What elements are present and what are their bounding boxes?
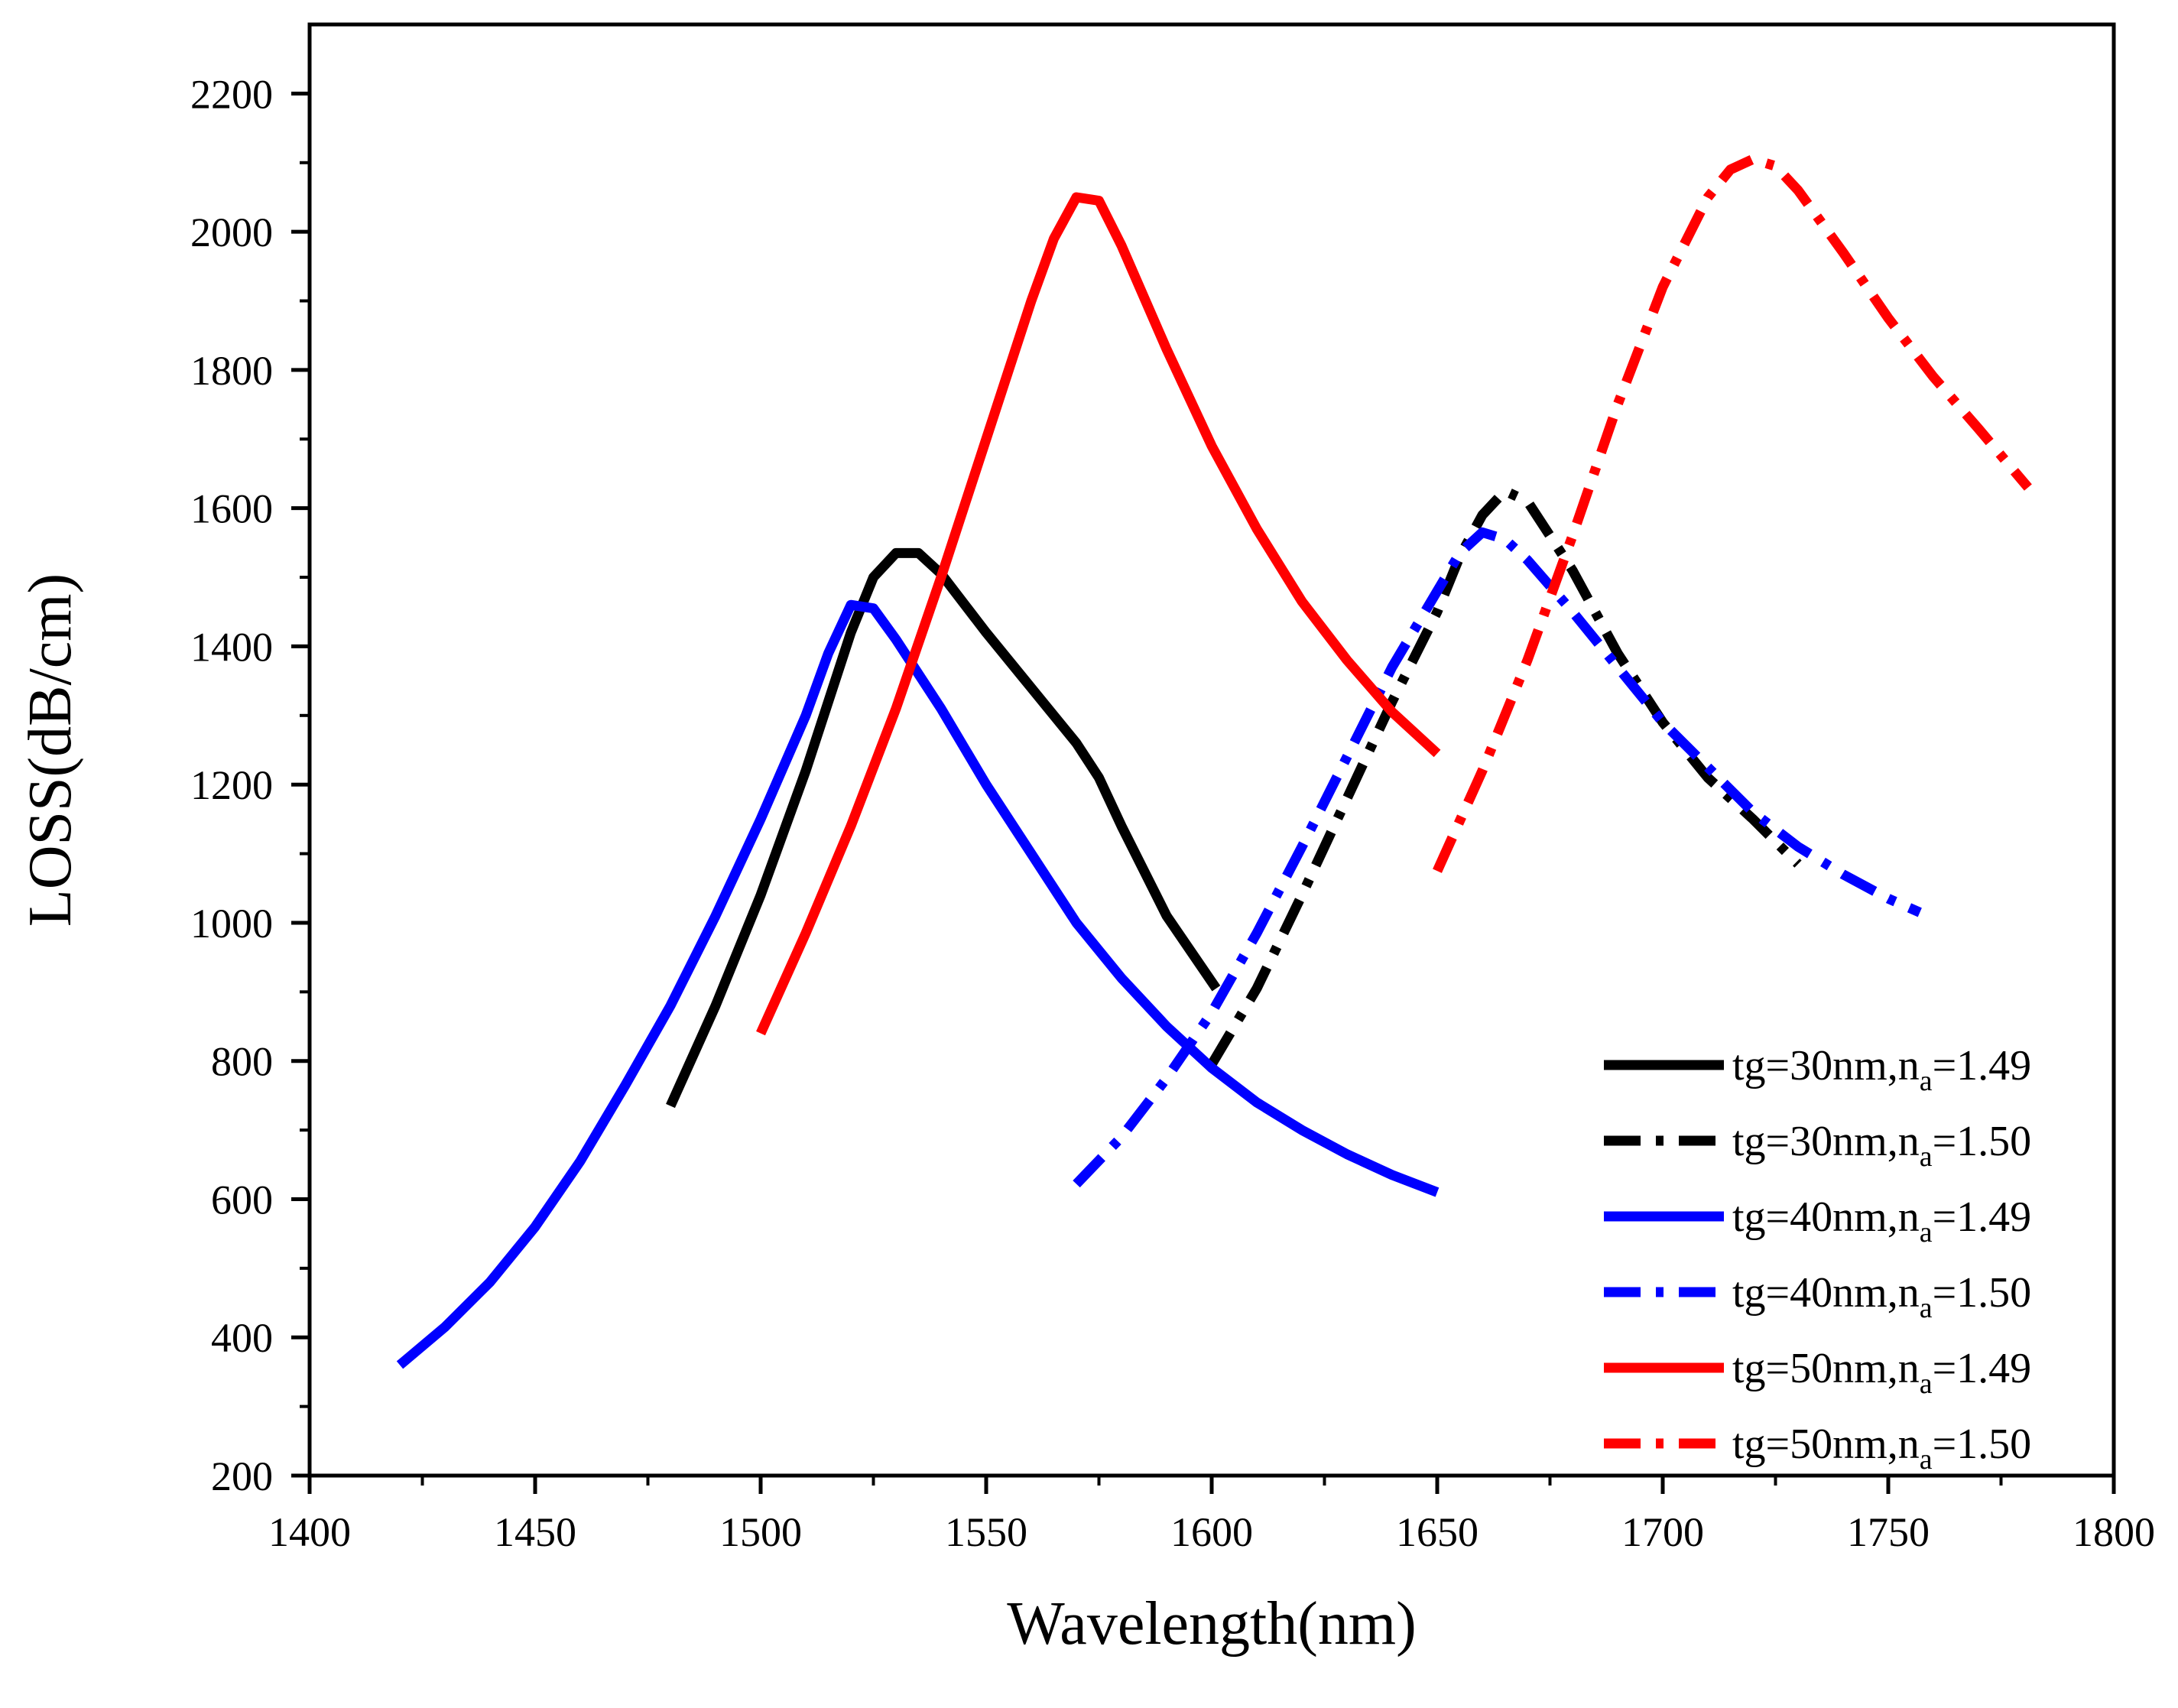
y-axis-title: LOSS(dB/cm) xyxy=(17,573,84,927)
legend-label-1: tg=30nm,na=1.49 xyxy=(1732,1042,2031,1097)
x-axis-title: Wavelength(nm) xyxy=(1007,1590,1417,1658)
legend-label-main: tg=40nm,n xyxy=(1732,1269,1920,1317)
x-tick-label: 1400 xyxy=(268,1509,351,1555)
y-tick-label: 1000 xyxy=(190,901,273,947)
y-tick-label: 600 xyxy=(211,1177,273,1223)
series-line-2 xyxy=(1207,485,1802,1067)
legend-label-4: tg=40nm,na=1.50 xyxy=(1732,1269,2031,1324)
legend-label-tail: =1.50 xyxy=(1933,1269,2032,1317)
y-tick-label: 1400 xyxy=(190,624,273,670)
legend-label-main: tg=40nm,n xyxy=(1732,1193,1920,1241)
axes xyxy=(307,22,2116,1478)
legend: tg=30nm,na=1.49tg=30nm,na=1.50tg=40nm,na… xyxy=(1604,1042,2031,1476)
series-line-1 xyxy=(666,547,1221,1109)
legend-label-tail: =1.50 xyxy=(1933,1118,2032,1165)
legend-label-subscript: a xyxy=(1920,1443,1933,1476)
legend-label-main: tg=50nm,n xyxy=(1732,1421,1920,1468)
legend-label-main: tg=30nm,n xyxy=(1732,1042,1920,1089)
legend-label-subscript: a xyxy=(1920,1141,1933,1173)
legend-label-tail: =1.49 xyxy=(1933,1345,2032,1392)
x-tick-label: 1650 xyxy=(1396,1509,1479,1555)
y-tick-label: 800 xyxy=(211,1039,273,1085)
legend-label-main: tg=50nm,n xyxy=(1732,1345,1920,1392)
x-tick-label: 1600 xyxy=(1170,1509,1253,1555)
legend-label-5: tg=50nm,na=1.49 xyxy=(1732,1345,2031,1400)
x-tick-label: 1550 xyxy=(945,1509,1027,1555)
x-tick-label: 1750 xyxy=(1847,1509,1930,1555)
series-line-3 xyxy=(396,599,1440,1369)
legend-label-3: tg=40nm,na=1.49 xyxy=(1732,1193,2031,1249)
x-tick-label: 1500 xyxy=(719,1509,802,1555)
y-tick-label: 2000 xyxy=(190,209,273,255)
x-tick-label: 1800 xyxy=(2073,1509,2155,1555)
y-tick-label: 1200 xyxy=(190,762,273,808)
legend-label-subscript: a xyxy=(1920,1368,1933,1400)
plot-frame xyxy=(307,22,2116,1478)
x-tick-label: 1450 xyxy=(494,1509,576,1555)
ticks: 1400 1450 1500 1550 1600 1650 1700 1750 1800 200 4… xyxy=(190,71,2155,1555)
series-line-5 xyxy=(756,192,1441,1036)
legend-label-subscript: a xyxy=(1920,1216,1933,1249)
legend-label-tail: =1.50 xyxy=(1933,1421,2032,1468)
y-tick-label: 2200 xyxy=(190,71,273,117)
series-line-4 xyxy=(1073,527,1922,1188)
y-tick-label: 400 xyxy=(211,1315,273,1361)
y-tick-label: 1600 xyxy=(190,486,273,532)
legend-label-2: tg=30nm,na=1.50 xyxy=(1732,1118,2031,1173)
legend-label-subscript: a xyxy=(1920,1292,1933,1324)
series-line-6 xyxy=(1433,154,2032,873)
y-tick-label: 1800 xyxy=(190,348,273,394)
series-layer xyxy=(396,154,2032,1369)
legend-label-tail: =1.49 xyxy=(1933,1193,2032,1241)
legend-label-subscript: a xyxy=(1920,1065,1933,1097)
y-tick-label: 200 xyxy=(211,1453,273,1499)
legend-label-main: tg=30nm,n xyxy=(1732,1118,1920,1165)
legend-label-tail: =1.49 xyxy=(1933,1042,2032,1089)
legend-label-6: tg=50nm,na=1.50 xyxy=(1732,1421,2031,1476)
x-tick-label: 1700 xyxy=(1621,1509,1704,1555)
